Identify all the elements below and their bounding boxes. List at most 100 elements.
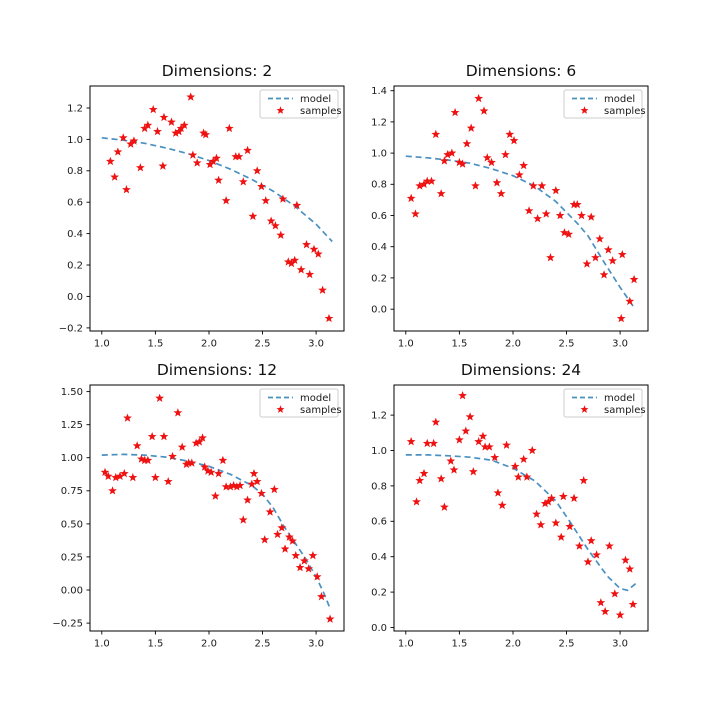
sample-point [575, 541, 584, 550]
sample-point [555, 210, 565, 220]
sample-point [212, 153, 221, 162]
sample-point [257, 181, 266, 191]
sample-point [291, 551, 301, 560]
sample-point [556, 532, 566, 541]
y-tick-label: 0.75 [61, 486, 83, 497]
sample-point [129, 136, 139, 145]
sample-point [118, 133, 128, 142]
sample-point [436, 474, 446, 483]
sample-point [278, 194, 288, 203]
y-tick-label: 1.2 [67, 103, 83, 114]
sample-point [266, 216, 276, 225]
plot-area-dimensions-6: Dimensions: 6 1.0 1.5 2.0 2.5 3.0 0.0 0.2 0.4 0.6… [371, 62, 649, 350]
sample-point [302, 240, 311, 249]
sample-point [443, 150, 452, 159]
sample-point [188, 150, 198, 159]
y-tick-label: 0.25 [61, 552, 83, 563]
subplot-title: Dimensions: 12 [157, 361, 277, 379]
sample-point [192, 158, 202, 167]
sample-point [199, 128, 208, 137]
sample-point [247, 479, 257, 488]
sample-point [515, 170, 524, 179]
sample-point [621, 555, 630, 564]
sample-point [605, 541, 614, 550]
sample-point [625, 564, 635, 573]
sample-point [103, 471, 113, 480]
sample-point [191, 438, 201, 447]
x-tick-label: 2.0 [505, 339, 521, 350]
sample-point [295, 562, 305, 572]
y-tick-label: 1.4 [371, 86, 387, 97]
plot-area-dimensions-12: Dimensions: 12 1.0 1.5 2.0 2.5 3.0 −0.25 0.00 0.… [52, 361, 345, 650]
sample-point [458, 159, 467, 168]
x-tick-label: 2.0 [201, 339, 217, 350]
sample-point [261, 196, 271, 205]
sample-point [243, 495, 252, 504]
sample-point [288, 536, 297, 545]
sample-point [551, 185, 561, 195]
legend-model-label: model [604, 94, 635, 105]
sample-point [440, 502, 449, 511]
sample-point [176, 123, 186, 133]
sample-point [579, 475, 589, 485]
sample-point [277, 523, 287, 532]
sample-point [287, 258, 296, 268]
sample-point [308, 551, 318, 560]
y-tick-label: 0.8 [371, 180, 387, 191]
sample-point [153, 126, 162, 136]
sample-point [543, 497, 553, 506]
sample-point [177, 442, 187, 451]
sample-point [309, 244, 319, 254]
sample-point [446, 456, 456, 465]
sample-point [110, 172, 120, 181]
sample-point [600, 606, 610, 616]
legend-samples-label: samples [300, 106, 342, 117]
x-tick-label: 2.5 [255, 339, 271, 350]
sample-point [479, 106, 489, 115]
sample-point [211, 491, 220, 500]
y-tick-label: 0.2 [371, 273, 387, 284]
sample-point [455, 157, 464, 167]
sample-point [238, 177, 248, 186]
legend-model-label: model [300, 94, 331, 105]
subplot-title: Dimensions: 6 [466, 62, 576, 80]
sample-point [493, 488, 503, 497]
sample-point [136, 163, 145, 172]
legend-samples-star-icon [580, 405, 589, 413]
sample-point [283, 257, 293, 266]
sample-point [214, 469, 223, 478]
sample-point [182, 459, 191, 469]
sample-point [465, 412, 475, 421]
sample-point [260, 535, 270, 544]
sample-point [541, 209, 551, 218]
sample-point [179, 120, 189, 129]
sample-point [497, 500, 507, 510]
sample-point [229, 480, 238, 490]
sample-point [415, 181, 425, 190]
samples-group [100, 393, 335, 623]
sample-point [628, 599, 638, 609]
sample-point [147, 431, 157, 441]
sample-point [560, 228, 569, 237]
sample-point [458, 391, 467, 400]
x-tick-label: 1.5 [147, 339, 163, 350]
sample-point [200, 462, 210, 471]
sample-point [221, 196, 231, 205]
sample-point [324, 313, 334, 323]
sample-point [617, 249, 627, 259]
sample-point [536, 520, 546, 529]
x-tick-label: 2.5 [559, 639, 575, 650]
x-tick-label: 2.5 [559, 339, 575, 350]
samples-group [406, 93, 639, 323]
y-tick-label: 0.4 [67, 229, 83, 240]
model-curve [101, 136, 333, 243]
sample-point [252, 166, 262, 175]
sample-point [304, 564, 314, 573]
sample-point [290, 255, 300, 265]
sample-point [221, 482, 231, 491]
legend-samples-label: samples [604, 106, 646, 117]
sample-point [325, 614, 335, 623]
legend-samples-label: samples [604, 405, 646, 416]
